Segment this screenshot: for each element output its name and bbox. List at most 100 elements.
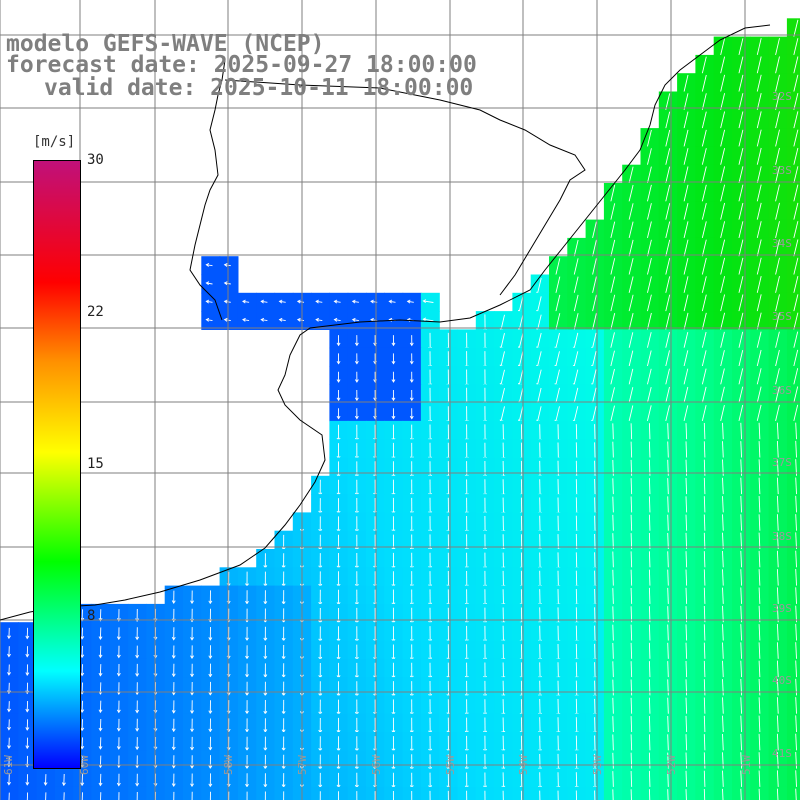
- wind-arrowhead: [296, 299, 301, 304]
- wind-arrowhead: [98, 782, 103, 787]
- wind-arrow: [573, 406, 579, 423]
- wind-arrow: [297, 300, 305, 303]
- wind-arrowhead: [391, 397, 396, 402]
- wind-arrowhead: [116, 709, 121, 714]
- lat-label: 40S: [772, 674, 792, 687]
- wind-cell: [786, 494, 800, 513]
- wind-cell: [786, 567, 800, 587]
- wind-cell: [786, 549, 800, 568]
- wind-cell: [786, 475, 800, 495]
- wind-arrowhead: [171, 636, 176, 641]
- wind-arrowhead: [208, 765, 213, 769]
- wind-arrowhead: [190, 655, 194, 660]
- wind-arrowhead: [388, 299, 393, 304]
- wind-arrow: [594, 588, 596, 607]
- wind-arrowhead: [354, 415, 359, 420]
- wind-arrow: [594, 442, 596, 461]
- wind-arrowhead: [25, 672, 30, 676]
- wind-arrowhead: [171, 600, 176, 604]
- wind-arrowhead: [208, 746, 213, 751]
- wind-arrowhead: [245, 710, 249, 715]
- wind-arrow: [594, 625, 596, 643]
- wind-arrowhead: [25, 745, 30, 750]
- wind-arrowhead: [7, 726, 11, 731]
- wind-arrow: [630, 789, 632, 800]
- wind-arrowhead: [7, 635, 11, 640]
- wind-arrowhead: [25, 781, 30, 786]
- wind-arrow: [575, 772, 578, 789]
- wind-arrowhead: [171, 691, 176, 696]
- colorbar: [33, 160, 81, 769]
- wind-arrowhead: [336, 360, 341, 365]
- wind-arrow: [575, 533, 578, 552]
- wind-arrowhead: [98, 672, 103, 677]
- wind-arrowhead: [242, 299, 246, 304]
- wind-arrow: [297, 319, 305, 322]
- wind-arrowhead: [409, 379, 414, 383]
- wind-arrowhead: [422, 299, 427, 304]
- wind-arrowhead: [98, 654, 103, 659]
- wind-arrow: [594, 570, 596, 589]
- wind-arrowhead: [7, 653, 11, 658]
- wind-arrow: [555, 332, 560, 350]
- wind-arrowhead: [278, 317, 283, 322]
- wind-arrow: [536, 296, 542, 314]
- lat-label: 35S: [772, 310, 792, 323]
- wind-arrowhead: [80, 782, 85, 787]
- wind-arrowhead: [333, 317, 338, 322]
- wind-arrowhead: [171, 746, 176, 751]
- wind-arrow: [594, 607, 596, 625]
- wind-arrow: [423, 300, 434, 303]
- wind-arrow: [242, 319, 250, 322]
- wind-arrowhead: [242, 317, 246, 322]
- wind-arrow: [261, 319, 268, 322]
- colorbar-label-30: 30: [87, 152, 104, 168]
- wind-arrow: [279, 319, 286, 322]
- wind-arrowhead: [25, 635, 30, 640]
- wind-arrow: [334, 319, 341, 322]
- wind-arrow: [648, 789, 651, 800]
- wind-cell: [786, 402, 800, 422]
- lat-label: 39S: [772, 602, 792, 615]
- wind-arrow: [594, 790, 596, 800]
- colorbar-label-15: 15: [87, 456, 104, 472]
- wind-arrowhead: [208, 600, 213, 605]
- wind-arrow: [575, 479, 578, 497]
- wind-arrowhead: [336, 342, 341, 347]
- wind-arrow: [206, 300, 213, 303]
- wind-arrowhead: [190, 637, 194, 641]
- wind-arrowhead: [296, 317, 301, 322]
- wind-cell: [786, 695, 800, 715]
- wind-arrow: [591, 332, 597, 351]
- wind-arrow: [594, 662, 596, 680]
- wind-arrowhead: [7, 745, 11, 749]
- wind-arrow: [500, 406, 505, 423]
- lon-label: 54W: [517, 755, 530, 775]
- wind-arrow: [575, 588, 578, 607]
- wind-arrowhead: [223, 281, 228, 286]
- wind-arrowhead: [391, 379, 396, 383]
- wind-arrow: [536, 369, 542, 387]
- wind-arrowhead: [422, 317, 427, 322]
- wind-arrow: [500, 369, 505, 387]
- wind-arrowhead: [208, 637, 213, 641]
- wind-arrowhead: [80, 636, 85, 640]
- wind-arrow: [352, 300, 359, 303]
- wind-arrow: [206, 319, 213, 322]
- wind-arrowhead: [223, 262, 228, 267]
- wind-arrow: [536, 314, 542, 332]
- lon-label: 57W: [296, 755, 309, 775]
- wind-arrowhead: [315, 317, 319, 322]
- wind-arrow: [591, 406, 597, 424]
- wind-arrow: [575, 625, 578, 643]
- wind-arrowhead: [336, 397, 341, 402]
- wind-arrowhead: [116, 746, 121, 750]
- wind-arrow: [500, 351, 505, 368]
- lon-label: 55W: [444, 755, 457, 775]
- wind-arrowhead: [208, 692, 213, 696]
- wind-arrowhead: [406, 299, 411, 304]
- wind-cell: [786, 640, 800, 660]
- colorbar-label-8: 8: [87, 608, 96, 624]
